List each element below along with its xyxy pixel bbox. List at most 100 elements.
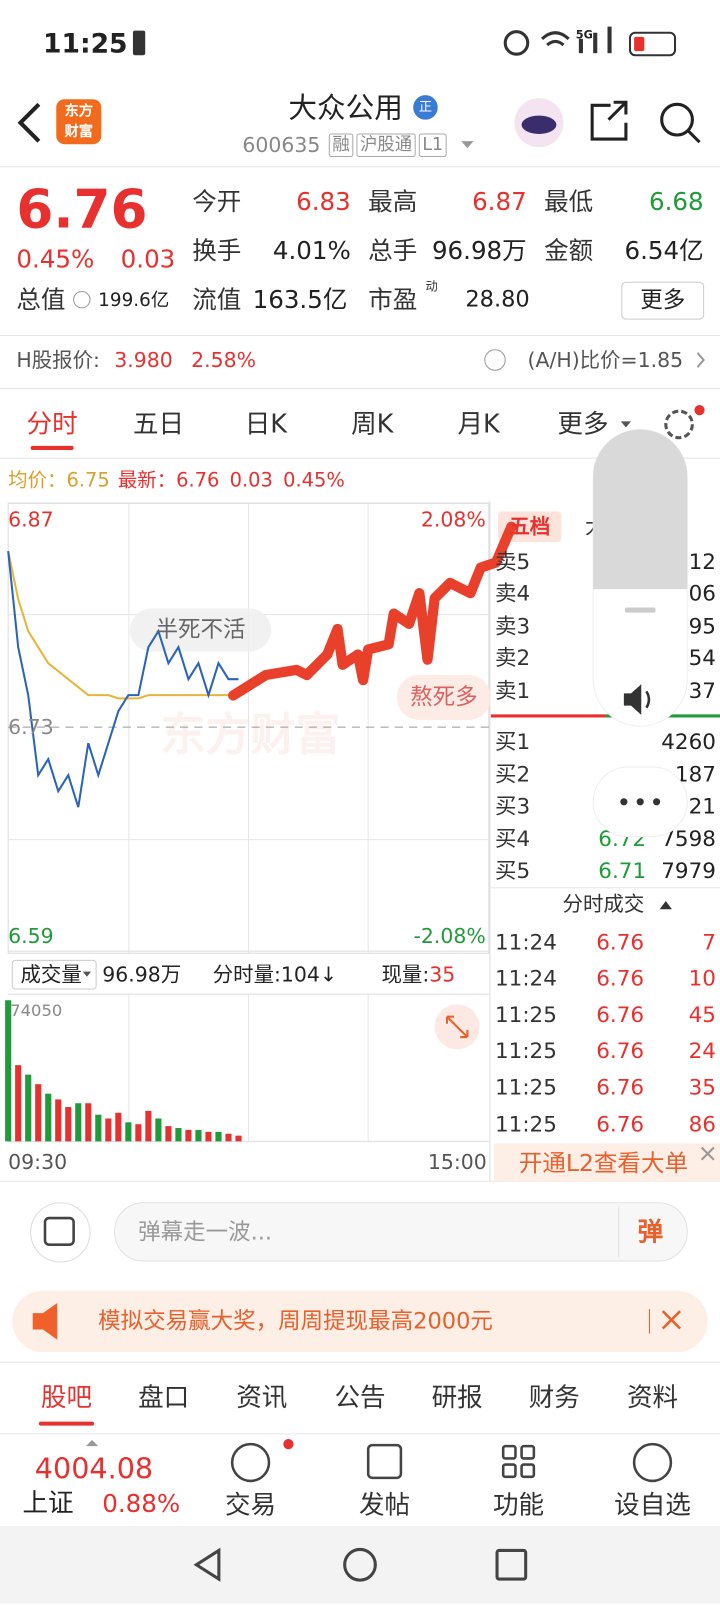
dropdown[interactable] [461,141,474,149]
field-value: 199.6亿 [98,290,169,311]
content-tab[interactable]: 资讯 [236,1383,287,1413]
badge-bg [413,95,438,120]
volume-overlay[interactable] [592,429,688,838]
close[interactable] [700,1146,715,1161]
ask-volume: 06 [689,582,716,607]
content-tab[interactable]: 研报 [432,1383,483,1413]
network: 5G [576,28,593,41]
field-label: 市盈 [368,285,417,314]
text-part: 分时量: [213,963,281,987]
indicator [85,1440,99,1447]
field-value: 6.54亿 [624,236,703,265]
promo-banner[interactable] [12,1290,708,1353]
volume-bar [185,1129,192,1142]
content-tab[interactable]: 资料 [627,1383,678,1413]
field-value: 28.80 [465,287,529,313]
field-value: 6.68 [649,187,704,216]
content-tab[interactable]: 盘口 [138,1383,189,1413]
text-part: 96.98万 [102,963,181,987]
trade-icon[interactable] [230,1442,271,1483]
sort-arrow [659,901,672,910]
battery [628,31,677,57]
search-handle [687,129,701,144]
text-part: 104↓ [281,963,337,987]
annotation: 熬死多 [410,685,478,711]
tag: 融 [332,135,349,155]
settings[interactable] [664,409,694,440]
volume-label: 成交量 [20,963,81,987]
logo-text: 东方 [64,101,93,119]
trade-volume: 45 [689,1003,716,1028]
volume-bar [125,1122,132,1142]
ask-label: 卖3 [495,614,530,639]
index-change: 0.88% [102,1489,180,1518]
close-banner[interactable] [661,1310,682,1330]
tab-underline [38,1421,95,1426]
tab[interactable]: 五日 [133,409,184,439]
battery-level [634,36,645,52]
content-tab[interactable]: 财务 [529,1383,580,1413]
ask-label: 卖1 [495,679,530,704]
volume-select[interactable] [11,959,97,990]
l2-banner[interactable]: 开通L2查看大单 [519,1149,688,1177]
volume-total: 96.98万 [102,963,181,987]
volume-bar [175,1128,182,1142]
annotation-pill [129,608,272,652]
content-tab[interactable]: 股吧 [41,1383,92,1413]
volume-bar [5,1000,12,1142]
nav-item[interactable]: 功能 [493,1490,544,1520]
share-button[interactable] [590,100,628,141]
more-button[interactable] [621,281,705,320]
stock-code: 600635 [242,133,320,157]
field-label: 总值 [16,285,65,314]
index-value: 4004.08 [35,1452,153,1486]
ask-label: 卖4 [495,582,530,607]
volume-bar [85,1103,92,1142]
ask-volume: 12 [689,550,716,575]
assistant-face [521,115,557,134]
y-tick-label: 6.87 [8,508,54,532]
signal [593,32,598,54]
tab[interactable]: 日K [245,409,289,439]
trade-price: 6.76 [596,966,644,991]
trade-time: 11:25 [495,1076,557,1101]
nav-home[interactable] [343,1547,377,1582]
watch-icon[interactable] [632,1442,673,1483]
more-button-label[interactable]: 更多 [640,288,685,314]
nav-item[interactable]: 设自选 [614,1490,691,1520]
search-button[interactable] [660,102,694,137]
nav-item[interactable]: 发帖 [359,1490,410,1520]
bid-volume: 4260 [661,730,716,755]
field-label: 今开 [192,187,241,216]
trade-volume: 24 [689,1039,716,1064]
l2-bg [493,1143,720,1182]
danmaku-button[interactable]: 弹 [638,1217,664,1247]
tab[interactable]: 分时 [27,409,78,439]
nav-back[interactable] [193,1547,221,1582]
content-tab[interactable]: 公告 [334,1383,385,1413]
comment-input[interactable] [114,1202,688,1262]
volume-bar [225,1133,232,1142]
tab[interactable]: 更多 [557,409,608,439]
bid-volume: 21 [689,794,716,819]
book-tab[interactable]: 五档 [509,515,550,539]
nav-recent[interactable] [495,1548,528,1581]
nav-item[interactable]: 交易 [225,1490,276,1520]
volume-bar [15,1065,22,1142]
volume-bar [205,1131,212,1142]
text-part: 成交量 [20,963,81,987]
ask-label: 卖2 [495,646,530,671]
line-series [7,551,239,808]
post-icon[interactable] [366,1443,403,1480]
tab[interactable]: 周K [351,409,395,439]
trade-time: 11:25 [495,1113,557,1138]
price: 6.76 [16,179,147,241]
comment-icon-bg[interactable] [30,1202,91,1263]
text-part: 35 [429,963,455,987]
trade-price: 6.76 [596,1076,644,1101]
tab[interactable]: 月K [457,409,501,439]
trade-volume: 7 [702,930,716,955]
function-icon[interactable] [501,1444,536,1479]
back-button[interactable] [17,102,41,143]
trade-time: 11:24 [495,930,557,955]
